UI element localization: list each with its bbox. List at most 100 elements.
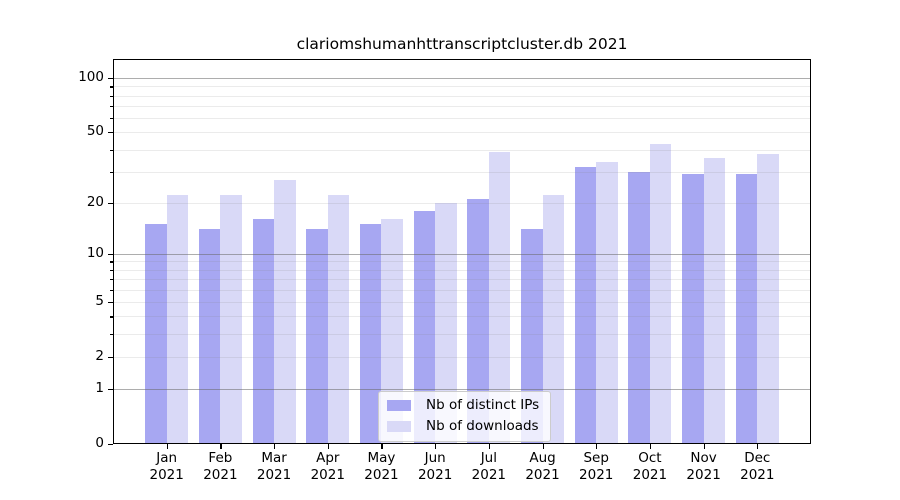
bar-downloads-apr [327, 195, 350, 444]
x-tick-label-jul: Jul 2021 [471, 450, 507, 483]
y-tick-mark [108, 78, 113, 80]
x-tick-mark [274, 444, 276, 449]
x-tick-label-apr: Apr 2021 [310, 450, 345, 483]
legend-label-downloads: Nb of downloads [426, 418, 539, 434]
y-gridline-minor [113, 269, 811, 271]
bar-downloads-jan [166, 195, 189, 444]
x-tick-mark [220, 444, 222, 449]
y-gridline-major [113, 253, 811, 255]
y-gridline-minor [113, 171, 811, 173]
y-gridline-minor [113, 149, 811, 151]
x-tick-label-sep: Sep 2021 [579, 450, 614, 483]
y-gridline-minor [113, 202, 811, 204]
legend-item-distinct-ips: Nb of distinct IPs [387, 397, 539, 414]
y-gridline-minor [113, 132, 811, 134]
bar-distinct-ips-dec [735, 174, 758, 444]
y-gridline-minor [113, 289, 811, 291]
y-tick-mark-minor [110, 289, 113, 291]
y-tick-label: 2 [95, 347, 104, 364]
bar-downloads-aug [542, 195, 564, 444]
y-tick-mark [108, 389, 113, 391]
y-tick-label: 100 [78, 69, 104, 86]
bar-distinct-ips-apr [306, 229, 328, 444]
bar-downloads-dec [757, 153, 779, 444]
bar-downloads-may [381, 219, 403, 444]
legend-label-distinct-ips: Nb of distinct IPs [426, 397, 540, 413]
x-tick-mark [166, 444, 168, 449]
bar-downloads-feb [220, 195, 242, 444]
x-tick-mark [649, 444, 652, 449]
legend-item-downloads: Nb of downloads [387, 418, 539, 435]
bar-distinct-ips-nov [682, 174, 704, 444]
legend: Nb of distinct IPs Nb of downloads [378, 391, 552, 442]
y-tick-mark-minor [110, 334, 113, 336]
y-gridline-minor [113, 316, 811, 318]
y-gridline-major [113, 389, 811, 391]
y-tick-mark-minor [110, 202, 113, 204]
x-tick-label-oct: Oct 2021 [632, 450, 668, 483]
bar-downloads-jul [488, 151, 511, 444]
y-tick-mark-minor [110, 149, 113, 151]
y-tick-mark-minor [110, 132, 113, 134]
y-gridline-minor [113, 301, 811, 303]
y-gridline-minor [113, 86, 811, 88]
x-tick-mark [435, 444, 437, 449]
y-tick-label: 20 [86, 193, 104, 210]
x-tick-label-dec: Dec 2021 [740, 450, 775, 483]
x-tick-label-jan: Jan 2021 [149, 450, 184, 483]
y-tick-mark-minor [110, 106, 113, 108]
y-gridline-minor [113, 356, 811, 358]
y-gridline-minor [113, 261, 811, 263]
bar-distinct-ips-sep [574, 166, 597, 444]
y-tick-mark-minor [110, 269, 113, 271]
x-tick-label-nov: Nov 2021 [686, 450, 721, 483]
y-tick-label: 50 [86, 123, 104, 140]
y-tick-mark-minor [110, 316, 113, 318]
y-tick-mark-minor [110, 261, 113, 263]
x-tick-mark [381, 444, 383, 449]
x-tick-mark [596, 444, 598, 449]
bar-downloads-oct [649, 143, 672, 444]
y-tick-mark-minor [110, 95, 113, 97]
y-tick-mark-minor [110, 356, 113, 359]
x-tick-mark [327, 444, 329, 449]
bar-distinct-ips-aug [521, 229, 543, 444]
legend-swatch-downloads-icon [387, 421, 411, 432]
bar-downloads-nov [703, 157, 726, 444]
chart-title: clariomshumanhttranscriptcluster.db 2021 [296, 35, 628, 53]
y-tick-label: 1 [95, 380, 104, 397]
x-tick-mark [542, 444, 544, 449]
bar-distinct-ips-mar [252, 219, 275, 444]
y-gridline-minor [113, 118, 811, 120]
bar-distinct-ips-jul [467, 198, 489, 444]
x-tick-mark [757, 444, 759, 449]
y-gridline-major [113, 78, 811, 80]
bar-distinct-ips-jun [413, 210, 436, 444]
y-gridline-minor [113, 106, 811, 108]
plot-area [113, 59, 811, 444]
legend-swatch-distinct-ips-icon [387, 400, 411, 411]
y-tick-mark [108, 444, 113, 446]
y-tick-mark-minor [110, 301, 113, 304]
y-tick-mark-minor [110, 86, 113, 88]
y-gridline-minor [113, 334, 811, 336]
y-gridline-minor [113, 95, 811, 97]
y-tick-label: 10 [86, 244, 104, 261]
y-tick-mark-minor [110, 171, 113, 173]
y-tick-mark-minor [110, 279, 113, 281]
y-tick-mark-minor [110, 118, 113, 120]
bar-downloads-jun [435, 202, 457, 444]
y-tick-label: 5 [95, 292, 104, 309]
y-tick-mark [108, 253, 113, 256]
x-tick-label-may: May 2021 [364, 450, 399, 483]
bar-distinct-ips-feb [198, 229, 221, 444]
bar-downloads-mar [274, 179, 296, 444]
x-tick-mark [703, 444, 705, 449]
bar-downloads-sep [596, 162, 618, 444]
x-tick-label-feb: Feb 2021 [203, 450, 238, 483]
y-gridline-minor [113, 279, 811, 281]
x-tick-label-mar: Mar 2021 [256, 450, 292, 483]
bar-distinct-ips-oct [628, 171, 650, 444]
x-tick-mark [488, 444, 491, 449]
